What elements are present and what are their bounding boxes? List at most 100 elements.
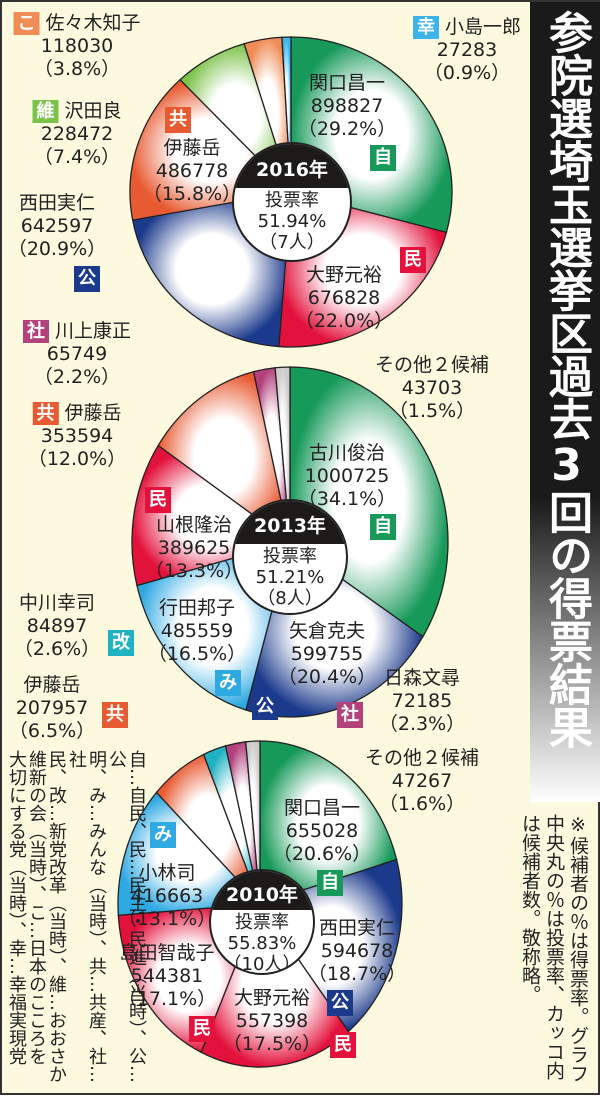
candidate-name-line: 伊藤岳: [143, 137, 241, 160]
slice-label: 小林司 416663 （13.1%）: [118, 862, 216, 931]
vote-count: 676828: [307, 287, 381, 309]
candidate-name: 小林司: [138, 862, 196, 884]
party-badge: 自: [370, 514, 396, 540]
candidate-name-line: 幸小島一郎: [412, 16, 521, 39]
vote-percent: （13.3%）: [144, 560, 244, 582]
candidate-name-line: 小林司: [118, 862, 216, 885]
turnout-hub: 2013年 投票率 51.21% （8人）: [232, 499, 348, 615]
candidate-name: 伊藤岳: [64, 402, 122, 424]
candidate-name: 関口昌一: [283, 797, 361, 819]
party-legend: 自…自民、民…民主・民進（当時）、公…公 明、み…みんな（当時）、共…共産、社……: [6, 750, 147, 1090]
vote-percent: （20.4%）: [277, 666, 377, 688]
title-band: 参院選埼玉選挙区過去3回の得票結果: [530, 2, 600, 802]
candidate-name: 山根隆治: [155, 514, 233, 536]
turnout-value: 51.94%: [257, 211, 327, 233]
turnout-value: 55.83%: [227, 932, 297, 954]
vote-percent: （3.8%）: [33, 58, 121, 80]
party-badge: 民: [189, 1016, 215, 1042]
candidate-count: （10人）: [223, 953, 301, 975]
candidate-name: その他２候補: [374, 354, 490, 376]
slice-label: 古川俊治 1000725 （34.1%）: [298, 442, 396, 511]
vote-percent: （20.9%）: [7, 238, 107, 260]
candidate-name: 関口昌一: [308, 72, 386, 94]
candidate-name: 伊藤岳: [163, 137, 221, 159]
vote-count: 486778: [155, 160, 229, 182]
slice-label: 中川幸司 84897 （2.6%）: [14, 592, 100, 661]
vote-percent: （1.5%）: [388, 400, 476, 422]
candidate-name-line: 山根隆治: [145, 514, 243, 537]
turnout-label: 投票率: [235, 911, 289, 933]
slice-label: その他２候補 47267 （1.6%）: [365, 747, 479, 816]
vote-count: 594678: [320, 940, 394, 962]
vote-percent: （16.5%）: [147, 643, 247, 665]
vote-percent: （1.6%）: [378, 793, 466, 815]
slice-label: こ佐々木知子 118030 （3.8%）: [13, 12, 141, 81]
candidate-count: （8人）: [257, 587, 323, 609]
party-badge: 公: [74, 266, 100, 292]
candidate-name: 古川俊治: [308, 442, 386, 464]
candidate-name-line: 社川上康正: [22, 320, 131, 343]
vote-percent: （2.3%）: [378, 713, 466, 735]
vote-count: 544381: [130, 965, 204, 987]
candidate-name: 大野元裕: [305, 264, 383, 286]
slice-label: 大野元裕 557398 （17.5%）: [223, 987, 321, 1056]
candidate-name-line: 伊藤岳: [9, 674, 95, 697]
vote-percent: （13.1%）: [117, 908, 217, 930]
legend-line: 大切にする党（当時）、幸…幸福実現党: [6, 750, 27, 1065]
slice-label: 維沢田良 228472 （7.4%）: [32, 100, 122, 169]
vote-count: 485559: [160, 620, 234, 642]
candidate-name-line: 古川俊治: [298, 442, 396, 465]
footnote: ※候補者の％は得票率。グラフ 中央丸の％は投票率、カッコ内 は候補者数。敬称略。: [518, 814, 590, 1094]
turnout-text: 投票率 51.21% （8人）: [234, 544, 346, 609]
party-badge: 幸: [412, 16, 439, 39]
party-badge: 自: [370, 145, 396, 171]
candidate-name-line: その他２候補: [375, 354, 489, 377]
footnote-line: ※候補者の％は得票率。グラフ: [567, 814, 589, 1083]
candidate-name-line: 西田実仁: [308, 917, 406, 940]
candidate-name-line: 維沢田良: [32, 100, 122, 123]
candidate-name-line: 関口昌一: [273, 797, 371, 820]
candidate-name: 行田邦子: [158, 597, 236, 619]
vote-percent: （12.0%）: [27, 448, 127, 470]
candidate-name-line: 大野元裕: [223, 987, 321, 1010]
slice-label: 関口昌一 655028 （20.6%）: [273, 797, 371, 866]
party-badge: 共: [165, 107, 191, 133]
vote-percent: （2.6%）: [13, 638, 101, 660]
party-badge: こ: [13, 12, 40, 35]
footnote-line: は候補者数。敬称略。: [519, 814, 541, 1004]
pie-slice: [259, 740, 398, 905]
vote-percent: （17.5%）: [222, 1033, 322, 1055]
vote-percent: （29.2%）: [297, 118, 397, 140]
pie-slice: [245, 740, 261, 905]
candidate-name: 島田智哉子: [119, 942, 215, 964]
pie-slice: [157, 370, 291, 544]
slice-label: 伊藤岳 207957 （6.5%）: [9, 674, 95, 743]
legend-line: 維新の会（当時）、こ…日本のこころを: [26, 750, 47, 1065]
slice-label: 日森文尋 72185 （2.3%）: [379, 667, 465, 736]
slice-label: 伊藤岳 486778 （15.8%）: [143, 137, 241, 206]
vote-count: 84897: [26, 615, 88, 637]
party-badge: 共: [102, 702, 128, 728]
candidate-name-line: 関口昌一: [298, 72, 396, 95]
candidate-name: 中川幸司: [18, 592, 95, 614]
vote-count: 898827: [310, 95, 384, 117]
legend-line: 明、み…みんな（当時）、共…共産、社…社: [66, 750, 107, 1083]
vote-count: 353594: [40, 425, 114, 447]
candidate-name: 西田実仁: [318, 917, 396, 939]
candidate-name-line: 西田実仁: [8, 192, 106, 215]
vote-count: 557398: [235, 1010, 309, 1032]
turnout-text: 投票率 51.94% （7人）: [234, 188, 350, 253]
vote-percent: （0.9%）: [423, 62, 511, 84]
candidate-name-line: 矢倉克夫: [278, 620, 376, 643]
slice-label: 関口昌一 898827 （29.2%）: [298, 72, 396, 141]
slice-label: 島田智哉子 544381 （17.1%）: [118, 942, 216, 1011]
slice-label: 矢倉克夫 599755 （20.4%）: [278, 620, 376, 689]
candidate-name: 大野元裕: [233, 987, 311, 1009]
vote-count: 599755: [290, 643, 364, 665]
candidate-name-line: 共伊藤岳: [28, 402, 126, 425]
party-badge: 社: [337, 702, 363, 728]
candidate-name: 日森文尋: [383, 667, 460, 689]
turnout-hub: 2010年 投票率 55.83% （10人）: [209, 869, 315, 975]
candidate-name-line: 島田智哉子: [118, 942, 216, 965]
